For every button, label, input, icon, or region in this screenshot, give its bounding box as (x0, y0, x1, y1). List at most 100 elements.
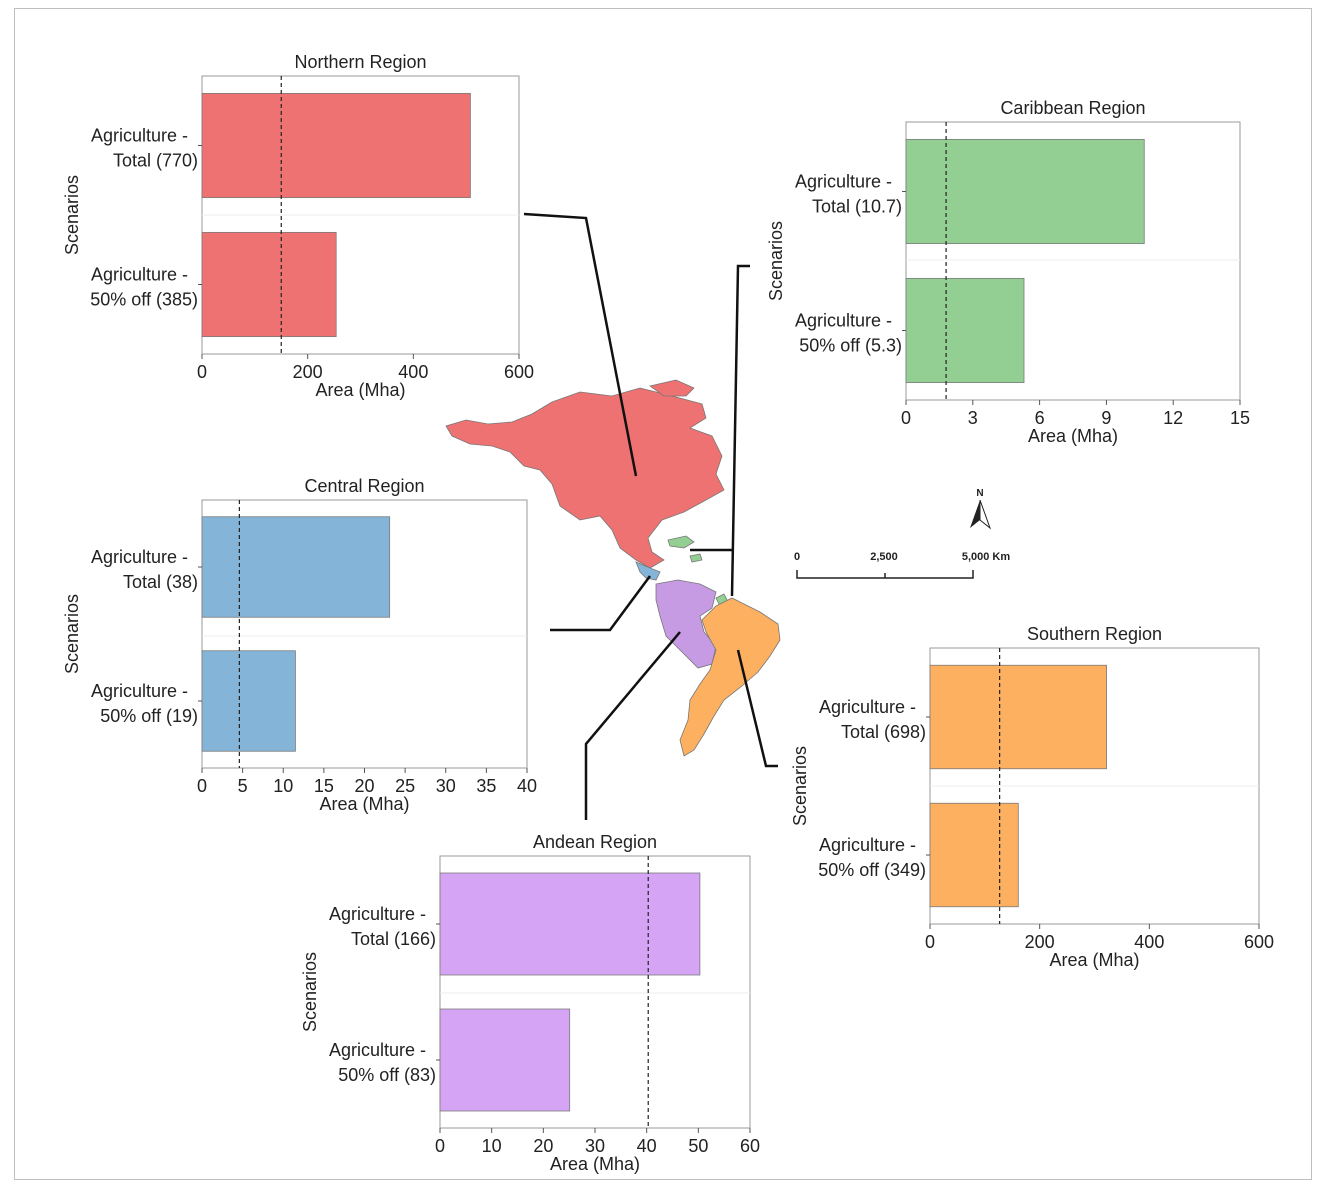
scale-label-5000: 5,000 Km (962, 551, 1011, 563)
category-label-line2: Total (166) (351, 929, 436, 949)
category-label-line2: 50% off (5.3) (799, 336, 902, 356)
x-tick-label: 20 (354, 776, 374, 796)
category-label-line1: Agriculture - (91, 265, 188, 285)
chart-title: Southern Region (1027, 624, 1162, 644)
x-tick-label: 50 (688, 1136, 708, 1156)
x-tick-label: 30 (585, 1136, 605, 1156)
category-label-line2: Total (698) (841, 722, 926, 742)
figure-frame (14, 8, 1312, 1180)
x-tick-label: 40 (637, 1136, 657, 1156)
x-tick-label: 200 (293, 362, 323, 382)
scale-bar-line (796, 570, 974, 579)
x-axis-label: Area (Mha) (1028, 426, 1118, 446)
y-axis-label: Scenarios (766, 221, 786, 301)
map-northern-region (445, 387, 725, 569)
map-southern-region (679, 597, 781, 757)
category-label-line1: Agriculture - (91, 126, 188, 146)
category-label-line1: Agriculture - (795, 172, 892, 192)
chart-central-region: Central Region Agriculture - Total (38) Agr… (62, 476, 537, 814)
x-tick-label: 12 (1163, 408, 1183, 428)
bar (201, 650, 296, 752)
y-axis-label: Scenarios (790, 746, 810, 826)
map-central-region (635, 561, 661, 581)
x-tick-label: 20 (533, 1136, 553, 1156)
x-axis-label: Area (Mha) (1049, 950, 1139, 970)
category-label-line1: Agriculture - (819, 697, 916, 717)
x-tick-label: 60 (740, 1136, 760, 1156)
category-label-line1: Agriculture - (329, 904, 426, 924)
category-label-line2: 50% off (349) (818, 860, 926, 880)
leader-lines (523, 212, 778, 820)
x-tick-label: 40 (517, 776, 537, 796)
x-tick-label: 600 (1244, 932, 1274, 952)
x-tick-label: 15 (314, 776, 334, 796)
bar (439, 872, 701, 976)
leader-line-andean (584, 631, 681, 820)
bar (929, 664, 1107, 770)
chart-title: Northern Region (294, 52, 426, 72)
bar (439, 1008, 571, 1112)
north-arrow-icon-outline (979, 499, 992, 530)
category-label-line1: Agriculture - (91, 681, 188, 701)
x-tick-label: 25 (395, 776, 415, 796)
x-tick-label: 0 (435, 1136, 445, 1156)
map-caribbean-region (667, 535, 729, 607)
leader-line-caribbean (730, 264, 750, 597)
bar (905, 277, 1025, 384)
bar (201, 516, 391, 618)
x-tick-label: 9 (1101, 408, 1111, 428)
x-tick-label: 5 (238, 776, 248, 796)
x-tick-label: 400 (1134, 932, 1164, 952)
chart-southern-region: Southern Region Agriculture - Total (698) A… (790, 624, 1274, 970)
x-tick-label: 0 (197, 776, 207, 796)
y-axis-label: Scenarios (300, 952, 320, 1032)
chart-caribbean-region: Caribbean Region Agriculture - Total (10.7… (766, 98, 1250, 446)
bar (201, 92, 471, 199)
category-label-line2: Total (10.7) (812, 197, 902, 217)
x-tick-label: 10 (273, 776, 293, 796)
x-tick-label: 200 (1025, 932, 1055, 952)
scale-bar: 0 2,500 5,000 Km (794, 551, 1011, 579)
north-arrow-label: N (976, 488, 983, 499)
map-greenland (649, 379, 695, 397)
leader-line-southern (736, 649, 778, 768)
x-tick-label: 10 (482, 1136, 502, 1156)
bar (905, 138, 1145, 245)
x-axis-label: Area (Mha) (550, 1154, 640, 1174)
chart-title: Caribbean Region (1000, 98, 1145, 118)
category-label-line1: Agriculture - (91, 547, 188, 567)
chart-title: Andean Region (533, 832, 657, 852)
leader-line-northern (523, 212, 638, 477)
category-label-line2: Total (770) (113, 151, 198, 171)
chart-northern-region: Northern Region Agriculture - Total (770) A… (62, 52, 534, 400)
north-arrow: N (970, 488, 992, 530)
scale-label-0: 0 (794, 551, 800, 563)
category-label-line2: 50% off (19) (100, 706, 198, 726)
x-tick-label: 0 (901, 408, 911, 428)
category-label-line1: Agriculture - (819, 835, 916, 855)
x-tick-label: 400 (398, 362, 428, 382)
category-label-line2: 50% off (385) (90, 290, 198, 310)
bar (201, 231, 337, 338)
x-tick-label: 3 (968, 408, 978, 428)
x-tick-label: 30 (436, 776, 456, 796)
chart-title: Central Region (304, 476, 424, 496)
scale-label-2500: 2,500 (870, 551, 898, 563)
leader-line-central (550, 575, 652, 632)
category-label-line2: Total (38) (123, 572, 198, 592)
category-label-line1: Agriculture - (795, 311, 892, 331)
x-tick-label: 15 (1230, 408, 1250, 428)
x-axis-label: Area (Mha) (319, 794, 409, 814)
bar (929, 802, 1019, 908)
x-tick-label: 6 (1035, 408, 1045, 428)
y-axis-label: Scenarios (62, 175, 82, 255)
x-axis-label: Area (Mha) (315, 380, 405, 400)
x-tick-label: 0 (925, 932, 935, 952)
category-label-line1: Agriculture - (329, 1040, 426, 1060)
chart-andean-region: Andean Region Agriculture - Total (166) Agr… (300, 832, 760, 1174)
category-label-line2: 50% off (83) (338, 1065, 436, 1085)
x-tick-label: 600 (504, 362, 534, 382)
americas-map (445, 379, 781, 757)
y-axis-label: Scenarios (62, 594, 82, 674)
